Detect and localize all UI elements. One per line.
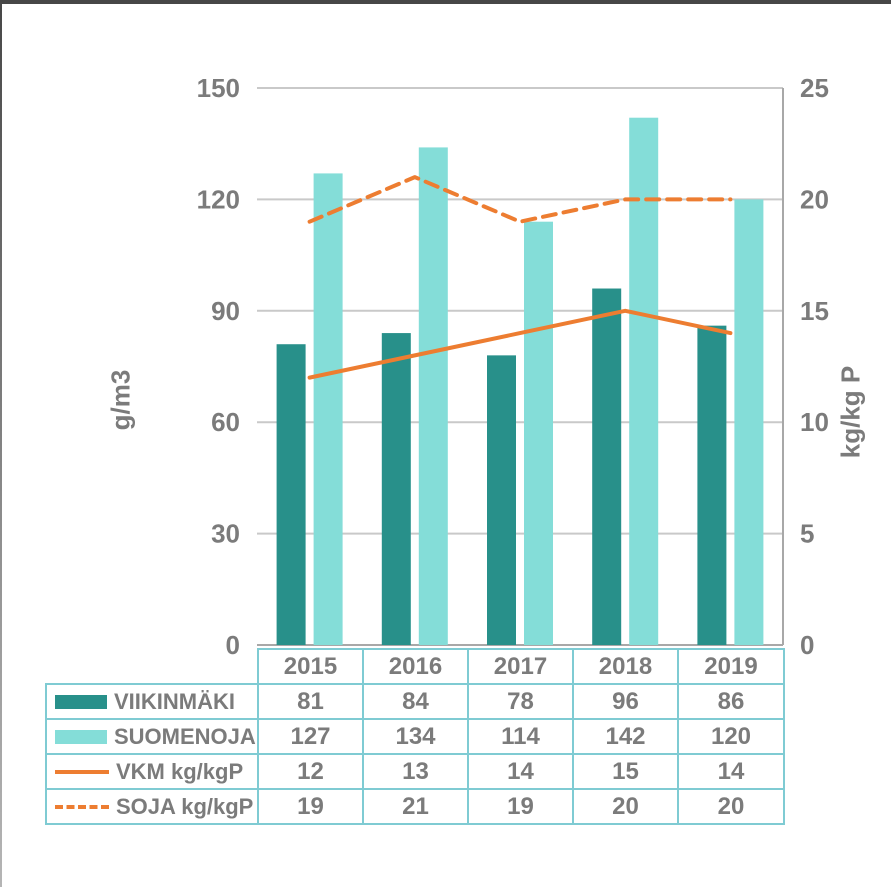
value-cell-vkm-kg-kgp-2015: 12 bbox=[257, 753, 364, 790]
left-tick-label-150: 150 bbox=[197, 73, 240, 103]
left-axis-title: g/m3 bbox=[105, 369, 136, 431]
legend-swatch-line-icon bbox=[55, 804, 109, 809]
bar-viikinm-ki-2018 bbox=[592, 288, 622, 645]
left-tick-label-30: 30 bbox=[211, 519, 240, 549]
legend-cell-inner: SOJA kg/kgP bbox=[47, 793, 257, 819]
value-cell-viikinm-ki-2019: 86 bbox=[677, 683, 785, 720]
right-tick-label-10: 10 bbox=[800, 407, 829, 437]
right-tick-label-20: 20 bbox=[800, 184, 829, 214]
bar-suomenoja-2016 bbox=[418, 147, 448, 645]
table-row-suomenoja: SUOMENOJA 127 134 114 142 120 bbox=[45, 718, 785, 755]
value-cell-suomenoja-2015: 127 bbox=[257, 718, 364, 755]
legend-label: VKM kg/kgP bbox=[116, 758, 244, 784]
value-cell-suomenoja-2016: 134 bbox=[362, 718, 469, 755]
bar-suomenoja-2018 bbox=[629, 117, 659, 645]
legend-swatch-bar-icon bbox=[55, 729, 107, 744]
bar-suomenoja-2015 bbox=[313, 173, 343, 645]
legend-cell-vkm-kg-kgp: VKM kg/kgP bbox=[45, 753, 259, 790]
bar-viikinm-ki-2019 bbox=[697, 325, 727, 645]
legend-swatch-line-icon bbox=[55, 769, 109, 774]
legend-swatch-bar-icon bbox=[55, 694, 107, 709]
line-soja-kg-kgp bbox=[307, 175, 733, 224]
year-header-2018: 2018 bbox=[572, 648, 679, 685]
value-cell-suomenoja-2019: 120 bbox=[677, 718, 785, 755]
value-cell-soja-kg-kgp-2015: 19 bbox=[257, 788, 364, 825]
bar-viikinm-ki-2017 bbox=[487, 355, 516, 645]
table-row-soja-kg-kgp: SOJA kg/kgP 19 21 19 20 20 bbox=[45, 788, 785, 825]
value-cell-soja-kg-kgp-2019: 20 bbox=[677, 788, 785, 825]
legend-cell-suomenoja: SUOMENOJA bbox=[45, 718, 259, 755]
year-header-2019: 2019 bbox=[677, 648, 785, 685]
value-cell-vkm-kg-kgp-2019: 14 bbox=[677, 753, 785, 790]
legend-label: SOJA kg/kgP bbox=[116, 793, 254, 819]
table-row-viikinm-ki: VIIKINMÄKI 81 84 78 96 86 bbox=[45, 683, 785, 720]
right-tick-label-0: 0 bbox=[800, 630, 814, 660]
right-tick-label-5: 5 bbox=[800, 519, 814, 549]
legend-cell-inner: VKM kg/kgP bbox=[47, 758, 257, 784]
frame-left-border bbox=[0, 0, 2, 887]
value-cell-suomenoja-2017: 114 bbox=[467, 718, 574, 755]
legend-data-table: 2015 2016 2017 2018 2019 VIIKINMÄKI 81 84 78 96 86… bbox=[45, 648, 785, 825]
legend-data-table-wrapper: 2015 2016 2017 2018 2019 VIIKINMÄKI 81 84 78 96 86… bbox=[45, 648, 785, 825]
left-tick-label-60: 60 bbox=[211, 407, 240, 437]
table-corner-cell bbox=[46, 649, 258, 684]
table-row-vkm-kg-kgp: VKM kg/kgP 12 13 14 15 14 bbox=[45, 753, 785, 790]
left-tick-label-90: 90 bbox=[211, 296, 240, 326]
legend-label: VIIKINMÄKI bbox=[114, 688, 235, 714]
left-tick-label-0: 0 bbox=[226, 630, 240, 660]
value-cell-suomenoja-2018: 142 bbox=[572, 718, 679, 755]
bar-suomenoja-2019 bbox=[734, 199, 764, 645]
value-cell-soja-kg-kgp-2017: 19 bbox=[467, 788, 574, 825]
right-tick-label-25: 25 bbox=[800, 73, 829, 103]
year-header-2017: 2017 bbox=[467, 648, 574, 685]
bar-viikinm-ki-2016 bbox=[381, 333, 411, 645]
legend-cell-inner: VIIKINMÄKI bbox=[47, 688, 257, 714]
bar-viikinm-ki-2015 bbox=[276, 344, 306, 645]
line-vkm-kg-kgp bbox=[307, 308, 733, 380]
value-cell-viikinm-ki-2018: 96 bbox=[572, 683, 679, 720]
legend-cell-viikinm-ki: VIIKINMÄKI bbox=[45, 683, 259, 720]
value-cell-viikinm-ki-2016: 84 bbox=[362, 683, 469, 720]
year-header-2016: 2016 bbox=[362, 648, 469, 685]
table-header-row: 2015 2016 2017 2018 2019 bbox=[46, 648, 785, 685]
value-cell-vkm-kg-kgp-2017: 14 bbox=[467, 753, 574, 790]
value-cell-soja-kg-kgp-2018: 20 bbox=[572, 788, 679, 825]
value-cell-viikinm-ki-2017: 78 bbox=[467, 683, 574, 720]
legend-label: SUOMENOJA bbox=[114, 723, 256, 749]
bar-suomenoja-2017 bbox=[524, 221, 553, 645]
value-cell-soja-kg-kgp-2016: 21 bbox=[362, 788, 469, 825]
left-tick-label-120: 120 bbox=[197, 184, 240, 214]
value-cell-vkm-kg-kgp-2016: 13 bbox=[362, 753, 469, 790]
value-cell-viikinm-ki-2015: 81 bbox=[257, 683, 364, 720]
year-header-2015: 2015 bbox=[257, 648, 364, 685]
right-axis-title: kg/kg P bbox=[835, 365, 866, 459]
frame-top-border bbox=[0, 0, 891, 4]
legend-cell-inner: SUOMENOJA bbox=[47, 723, 257, 749]
legend-cell-soja-kg-kgp: SOJA kg/kgP bbox=[45, 788, 259, 825]
right-tick-label-15: 15 bbox=[800, 296, 829, 326]
value-cell-vkm-kg-kgp-2018: 15 bbox=[572, 753, 679, 790]
